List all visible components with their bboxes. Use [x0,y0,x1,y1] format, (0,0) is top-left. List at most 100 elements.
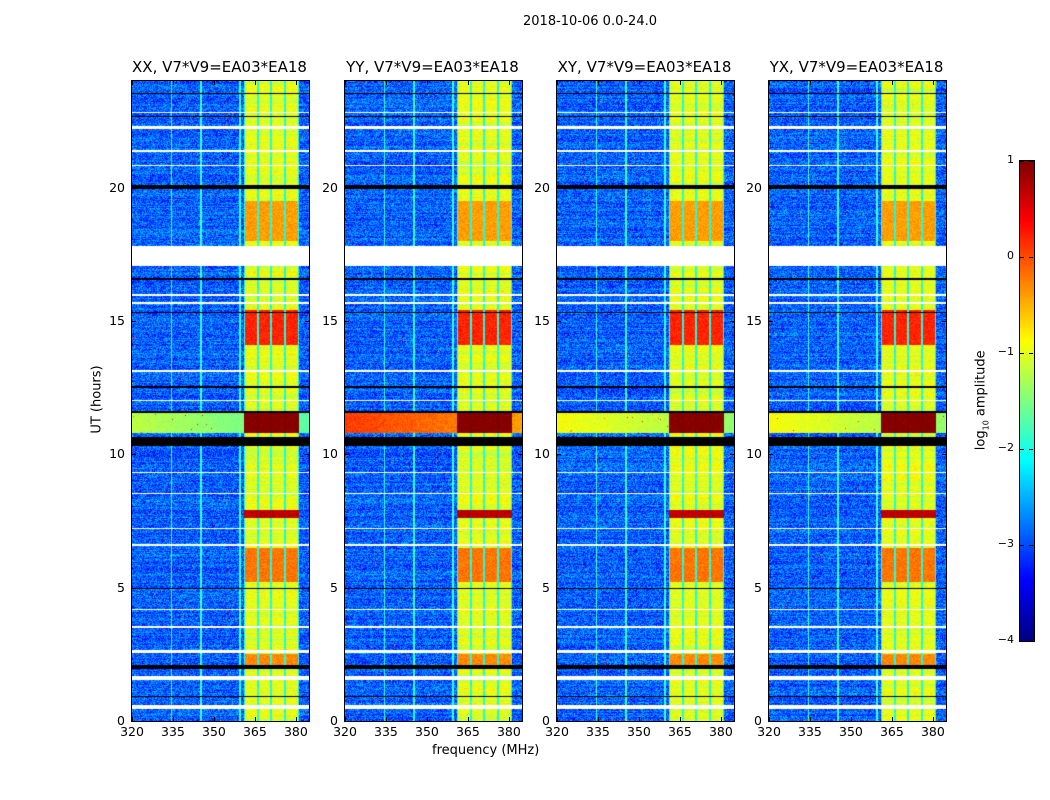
x-tick [345,717,346,721]
y-tick-right [305,721,309,722]
colorbar-tick [1020,161,1024,162]
x-tick [557,717,558,721]
y-tick-right [305,587,309,589]
x-tick [295,717,297,721]
x-tick-top [720,81,722,85]
y-tick [557,321,561,322]
y-tick [132,721,136,722]
figure-suptitle: 2018-10-06 0.0-24.0 [523,14,657,29]
y-tick-right [730,721,734,722]
y-axis-label: UT (hours) [89,365,105,434]
colorbar-tick [1020,257,1024,258]
y-tick [132,187,136,189]
y-tick [132,587,136,589]
colorbar-tick-right [1029,257,1033,258]
x-tick [809,717,811,721]
x-tick-label: 350 [627,724,651,739]
x-tick-label: 350 [839,724,863,739]
y-tick [769,187,773,189]
y-tick-right [518,721,522,722]
colorbar-tick-right [1029,545,1033,546]
y-tick-label: 15 [534,313,550,328]
x-tick-top [769,81,770,85]
y-tick [132,321,136,322]
y-tick-right [942,321,946,322]
x-tick [467,717,469,721]
x-tick-top [213,81,215,85]
colorbar [1019,160,1035,642]
x-tick [679,717,681,721]
heatmap-image [345,81,522,721]
y-tick-right [730,321,734,322]
y-tick-right [730,187,734,189]
heatmap-panel-2 [344,80,523,722]
y-tick-right [730,454,734,456]
x-tick-label: 335 [374,724,398,739]
x-tick [769,717,770,721]
x-tick-label: 365 [879,724,904,739]
panel-title: XX, V7*V9=EA03*EA18 [132,58,307,76]
x-tick [508,717,510,721]
colorbar-tick-right [1029,161,1033,162]
y-tick-label: 0 [542,713,550,728]
x-tick [720,717,722,721]
x-tick-label: 350 [415,724,439,739]
y-tick-right [305,321,309,322]
x-tick-top [132,81,133,85]
x-tick-label: 380 [708,724,733,739]
y-tick-label: 20 [534,179,550,195]
y-tick-right [518,454,522,456]
x-tick-label: 380 [283,724,308,739]
y-tick [345,587,349,589]
y-tick-label: 20 [109,179,125,195]
x-tick-label: 365 [242,724,267,739]
x-tick [385,717,387,721]
x-tick-label: 320 [545,724,569,739]
y-tick [557,187,561,189]
y-tick-right [942,587,946,589]
x-tick-label: 380 [496,724,521,739]
y-tick-right [942,187,946,189]
x-tick [891,717,893,721]
y-tick-label: 5 [754,579,762,595]
y-tick-right [730,587,734,589]
y-tick-label: 10 [109,446,125,462]
x-tick-label: 365 [455,724,480,739]
y-tick-right [942,454,946,456]
y-tick-right [305,187,309,189]
colorbar-tick-label: −1 [997,345,1014,358]
colorbar-label-rest: amplitude [973,350,989,421]
colorbar-label-sub: 10 [981,420,991,431]
colorbar-tick-label: −4 [997,633,1014,646]
x-tick-top [679,81,681,85]
heatmap-panel-3 [556,80,735,722]
y-tick-label: 0 [117,713,125,728]
y-tick-label: 5 [330,579,338,595]
heatmap-image [132,81,309,721]
heatmap-panel-4 [768,80,947,722]
y-tick-label: 15 [746,313,762,328]
x-tick-label: 335 [161,724,185,739]
y-tick [557,454,561,456]
x-tick-top [850,81,852,85]
x-tick-top [638,81,640,85]
y-tick [769,321,773,322]
x-tick [172,717,174,721]
x-tick-label: 320 [333,724,357,739]
x-tick-top [385,81,387,85]
colorbar-tick-label: −2 [997,441,1014,454]
y-tick [345,721,349,722]
y-tick [345,454,349,456]
x-tick-top [345,81,346,85]
y-tick-label: 10 [746,446,762,462]
colorbar-tick-right [1029,449,1033,450]
x-tick-top [508,81,510,85]
panel-title: XY, V7*V9=EA03*EA18 [557,58,732,76]
x-tick-label: 320 [120,724,144,739]
colorbar-tick-label: −3 [997,537,1014,550]
x-tick-label: 335 [586,724,610,739]
colorbar-label: log10 amplitude [974,350,991,450]
y-tick-label: 20 [322,179,338,195]
colorbar-tick-label: 0 [1007,249,1014,262]
y-tick-right [942,721,946,722]
